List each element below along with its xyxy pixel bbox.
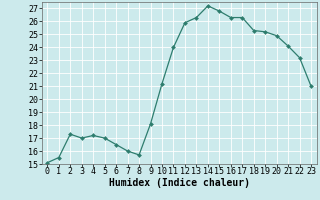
X-axis label: Humidex (Indice chaleur): Humidex (Indice chaleur) — [109, 178, 250, 188]
